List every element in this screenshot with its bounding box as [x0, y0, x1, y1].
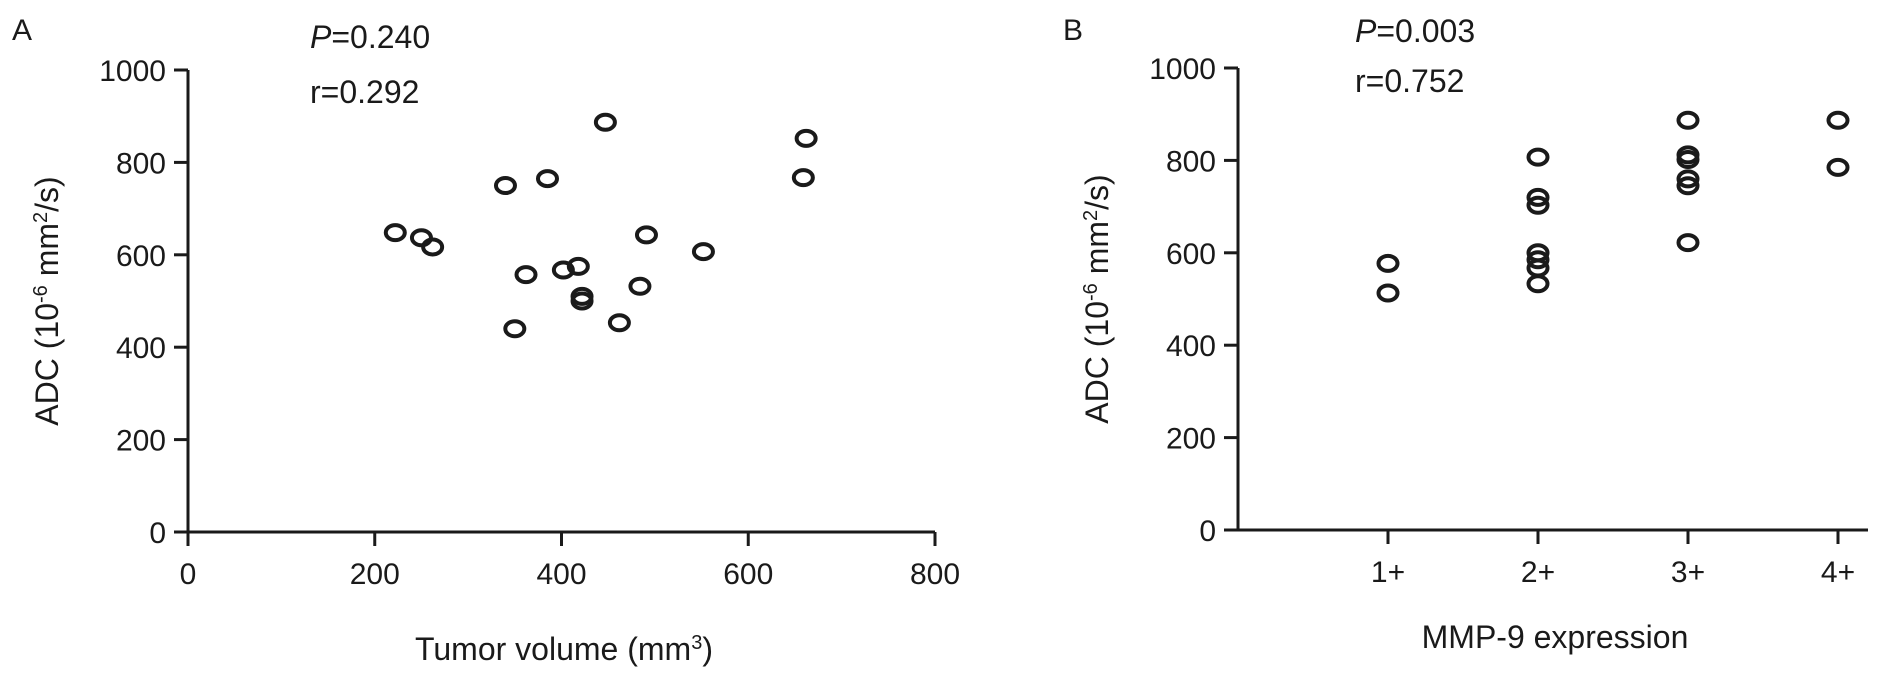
panel-b-data-point [1526, 250, 1550, 270]
panel-b-data-point [1376, 253, 1400, 273]
panel-a-y-tick-label: 800 [116, 147, 166, 180]
panel-a-data-point [409, 228, 433, 248]
panel-b-data-point [1526, 187, 1550, 207]
panel-a-data-point [691, 242, 715, 262]
panel-b-y-tick-label: 800 [1166, 145, 1216, 178]
panel-b-y-axis-title: ADC (10-6 mm2/s) [1079, 174, 1115, 423]
panel-b-x-tick-label: 2+ [1521, 556, 1555, 589]
panel-a-y-tick-label: 400 [116, 332, 166, 365]
panel-a-data-point [551, 260, 575, 280]
panel-b-y-tick-label: 600 [1166, 238, 1216, 271]
panel-a-x-tick-label: 0 [180, 558, 197, 591]
panel-a-data-point [607, 313, 631, 333]
panel-a-y-tick-label: 1000 [99, 55, 166, 88]
panel-a-data-point [593, 112, 617, 132]
panel-a-letter: A [12, 14, 32, 47]
panel-a-data-point [493, 176, 517, 195]
panel-b-data-point [1676, 169, 1700, 189]
panel-a-y-tick-label: 200 [116, 425, 166, 458]
panel-b-y-tick-label: 400 [1166, 330, 1216, 363]
panel-a-y-axis-title: ADC (10-6 mm2/s) [29, 176, 65, 425]
panel-b-y-tick-label: 200 [1166, 423, 1216, 456]
panel-a-data-point [794, 128, 818, 148]
panel-a-p-annotation: P=0.240 [310, 19, 430, 55]
panel-b-x-tick-label: 4+ [1821, 556, 1855, 589]
panel-a-y-tick-label: 0 [149, 517, 166, 550]
panel-b-data-point [1676, 110, 1700, 130]
panel-b-data-point [1376, 283, 1400, 303]
panel-b-y-tick-label: 0 [1199, 515, 1216, 548]
panel-a-data-point [514, 265, 538, 285]
panel-a-points [383, 112, 818, 339]
panel-a-p-value: =0.240 [331, 19, 430, 55]
panel-b-y-ticks: 0 200 400 600 800 1000 [1149, 53, 1238, 548]
panel-a-p-symbol: P [310, 19, 332, 55]
panel-b-data-point [1526, 147, 1550, 167]
panel-a-r-annotation: r=0.292 [310, 74, 419, 110]
panel-a-data-point [566, 256, 590, 276]
panel-b-r-annotation: r=0.752 [1355, 63, 1464, 99]
panel-a-x-ticks: 0 200 400 600 800 [180, 532, 960, 591]
panel-a-x-tick-label: 600 [723, 558, 773, 591]
panel-b-x-axis-title: MMP-9 expression [1422, 619, 1689, 655]
panel-b-data-point [1676, 176, 1700, 196]
panel-a-data-point [791, 168, 815, 188]
panel-a-y-tick-label: 600 [116, 240, 166, 273]
panel-a-x-tick-label: 200 [350, 558, 400, 591]
panel-b-data-point [1526, 195, 1550, 215]
panel-b-data-point [1676, 233, 1700, 253]
panel-a-x-axis-title: Tumor volume (mm3) [415, 631, 713, 667]
panel-b-p-symbol: P [1355, 13, 1377, 49]
panel-a-x-tick-label: 400 [536, 558, 586, 591]
panel-b: B P=0.003 r=0.752 0 200 400 600 800 1000 1+ 2+… [1063, 13, 1868, 655]
panel-b-x-tick-label: 3+ [1671, 556, 1705, 589]
panel-a-data-point [503, 319, 527, 339]
panel-b-data-point [1526, 274, 1550, 294]
panel-b-data-point [1826, 110, 1850, 130]
panel-b-p-annotation: P=0.003 [1355, 13, 1475, 49]
panel-b-points [1376, 110, 1850, 303]
panel-a-data-point [570, 291, 594, 311]
panel-b-letter: B [1063, 14, 1083, 47]
panel-a-x-tick-label: 800 [910, 558, 960, 591]
panel-a-data-point [383, 223, 407, 243]
panel-b-data-point [1676, 149, 1700, 169]
panel-b-data-point [1826, 157, 1850, 177]
panel-b-x-ticks: 1+ 2+ 3+ 4+ [1371, 530, 1855, 589]
panel-a-data-point [628, 276, 652, 296]
panel-a: A P=0.240 r=0.292 0 200 400 600 800 1000 0 200… [12, 14, 960, 667]
panel-a-data-point [634, 225, 658, 245]
panel-b-y-tick-label: 1000 [1149, 53, 1216, 86]
panel-a-data-point [421, 237, 445, 257]
panel-b-p-value: =0.003 [1376, 13, 1475, 49]
panel-b-x-tick-label: 1+ [1371, 556, 1405, 589]
panel-a-y-ticks: 0 200 400 600 800 1000 [99, 55, 188, 550]
panel-a-data-point [535, 169, 559, 189]
